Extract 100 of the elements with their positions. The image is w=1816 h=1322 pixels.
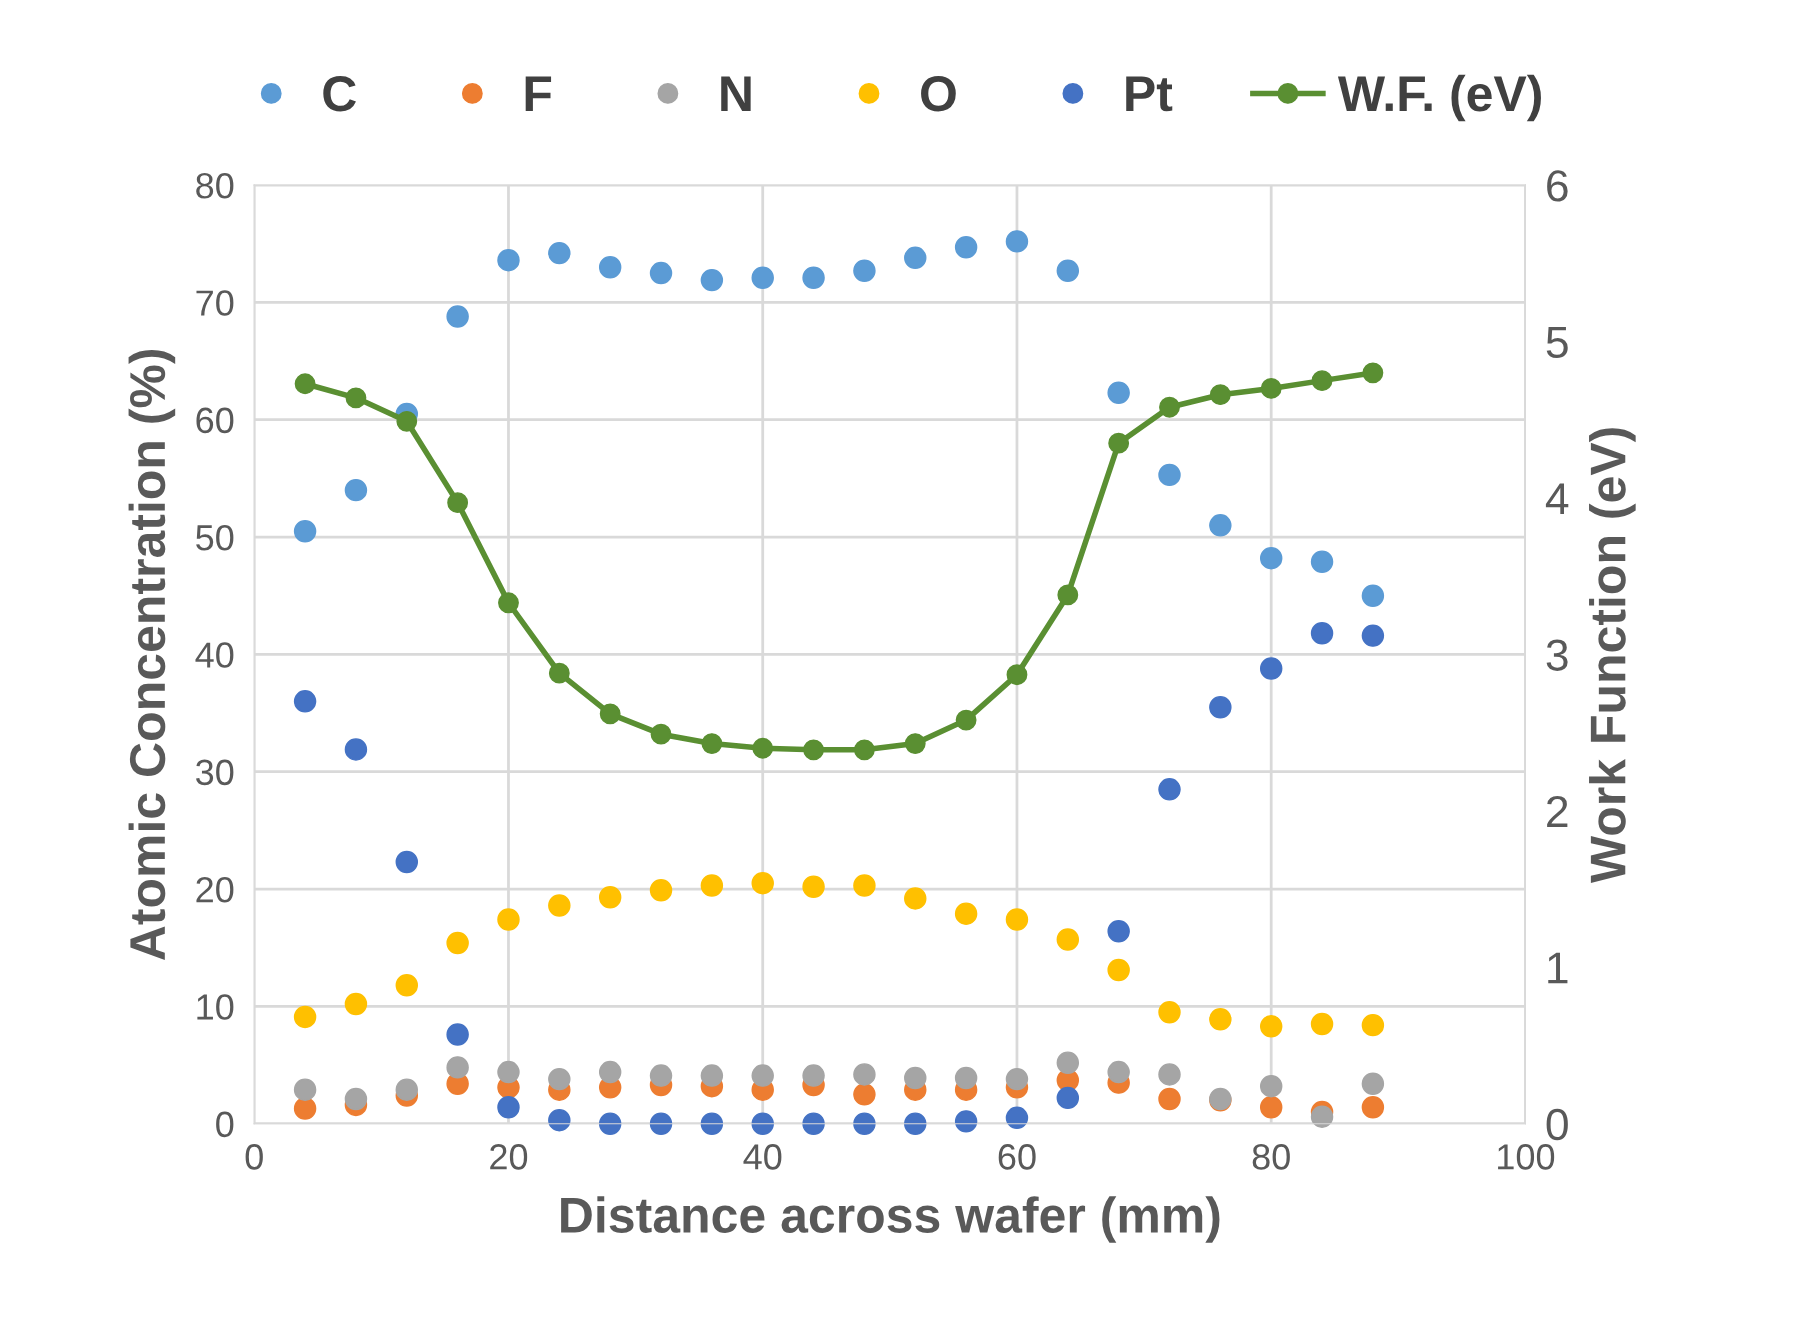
- point: [1057, 584, 1079, 606]
- y-tick-label: 10: [197, 994, 234, 1020]
- point: [1209, 384, 1231, 406]
- point: [904, 246, 927, 270]
- point: [1310, 1105, 1334, 1128]
- point: [1158, 778, 1181, 801]
- x-tick-label: 80: [1252, 1144, 1290, 1170]
- point: [650, 723, 672, 745]
- point: [497, 1060, 520, 1084]
- point: [853, 1063, 876, 1086]
- legend-label: W.F. (eV): [1337, 74, 1541, 122]
- point: [853, 1112, 876, 1135]
- point: [954, 236, 978, 259]
- point: [1361, 1072, 1385, 1096]
- y2-tick-label: 6: [1547, 170, 1568, 202]
- point: [1158, 463, 1181, 487]
- point: [803, 739, 824, 761]
- y-tick-label: 70: [196, 290, 234, 316]
- point: [853, 739, 875, 761]
- x-axis-title: Distance across wafer (mm): [561, 1196, 1220, 1243]
- point: [1259, 1096, 1283, 1119]
- point: [498, 592, 519, 614]
- point: [853, 259, 876, 282]
- point: [548, 894, 571, 917]
- legend-label: N: [721, 76, 751, 111]
- point: [904, 887, 927, 910]
- point: [1005, 1067, 1029, 1091]
- y-tick-label: 20: [196, 876, 234, 903]
- point: [751, 1112, 774, 1135]
- point: [1107, 920, 1130, 943]
- point: [497, 248, 520, 272]
- point: [344, 478, 368, 502]
- y-tick-label: 60: [196, 407, 234, 434]
- point: [954, 902, 978, 925]
- point: [1310, 1012, 1334, 1036]
- point: [344, 1087, 368, 1111]
- point: [1056, 1086, 1080, 1110]
- point: [1107, 1060, 1130, 1084]
- y2-tick-label: 0: [1546, 1108, 1568, 1141]
- point: [904, 733, 926, 754]
- point: [1107, 381, 1130, 404]
- point: [1310, 550, 1334, 573]
- point: [802, 1064, 825, 1087]
- point: [548, 1067, 571, 1091]
- point: [751, 1064, 774, 1087]
- point: [1005, 1106, 1029, 1130]
- legend-label: C: [323, 76, 356, 112]
- point: [1361, 1096, 1385, 1119]
- point: [395, 850, 419, 874]
- point: [1056, 259, 1080, 282]
- point: [1056, 1051, 1080, 1074]
- y-tick-label: 50: [196, 524, 234, 551]
- point: [649, 1112, 673, 1135]
- point: [395, 1078, 419, 1101]
- point: [293, 1078, 317, 1101]
- point: [853, 874, 876, 897]
- point: [1209, 514, 1232, 537]
- point: [548, 1108, 571, 1132]
- point: [1005, 908, 1029, 931]
- point: [1107, 958, 1130, 982]
- point: [1158, 1087, 1181, 1111]
- point: [497, 1096, 520, 1119]
- legend-label: Pt: [1126, 76, 1173, 112]
- y2-tick-label: 5: [1546, 327, 1568, 359]
- y2-tick-label: 2: [1547, 795, 1568, 827]
- point: [293, 690, 317, 713]
- point: [1159, 396, 1180, 418]
- point: [1362, 362, 1384, 384]
- point: [904, 1112, 927, 1135]
- point: [1209, 695, 1232, 719]
- y2-tick-label: 4: [1545, 483, 1569, 515]
- y2-axis-title: Work Function (eV): [1589, 428, 1636, 884]
- point: [853, 1083, 876, 1106]
- point: [1158, 1001, 1181, 1024]
- point: [294, 373, 316, 395]
- point: [752, 737, 774, 759]
- point: [344, 992, 368, 1016]
- point: [802, 266, 825, 289]
- legend-label: O: [921, 76, 956, 112]
- point: [1108, 432, 1130, 454]
- point: [598, 1112, 622, 1135]
- y2-tick-label: 1: [1548, 952, 1568, 984]
- point: [1259, 546, 1283, 570]
- point: [395, 974, 419, 997]
- point: [396, 410, 418, 432]
- point: [700, 1112, 724, 1135]
- point: [1259, 1074, 1283, 1098]
- point: [954, 1066, 978, 1090]
- point: [548, 241, 571, 265]
- y-axis-title: Atomic Concentration (%): [128, 349, 176, 961]
- x-tick-label: 60: [998, 1144, 1036, 1170]
- point: [1259, 657, 1283, 680]
- point: [751, 266, 774, 289]
- point: [1259, 1015, 1283, 1038]
- point: [446, 305, 469, 328]
- point: [700, 874, 724, 897]
- point: [293, 1005, 317, 1029]
- point: [598, 1060, 622, 1084]
- point: [548, 662, 570, 684]
- point: [1361, 1013, 1385, 1037]
